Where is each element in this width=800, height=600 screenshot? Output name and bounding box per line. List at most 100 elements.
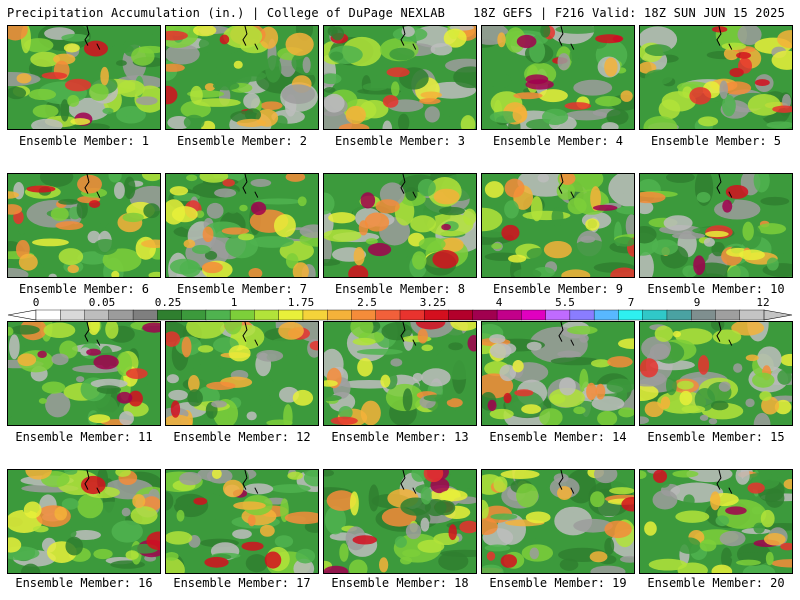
colorbar-left-arrow xyxy=(7,309,37,321)
colorbar-swatch xyxy=(84,309,110,321)
ensemble-map-16[interactable] xyxy=(7,469,161,574)
ensemble-label-18: Ensemble Member: 18 xyxy=(331,576,469,590)
colorbar-swatch xyxy=(60,309,86,321)
coastline xyxy=(84,322,101,346)
ensemble-label-1: Ensemble Member: 1 xyxy=(18,134,150,148)
colorbar-swatch xyxy=(521,309,547,321)
ensemble-label-11: Ensemble Member: 11 xyxy=(15,430,153,444)
ensemble-map-11[interactable] xyxy=(7,321,161,426)
colorbar-swatch xyxy=(545,309,571,321)
colorbar-right-arrow xyxy=(763,309,793,321)
colorbar-tick-label: 2.5 xyxy=(357,296,377,309)
coastline xyxy=(84,26,101,50)
precip-field xyxy=(640,26,792,129)
ensemble-map-6[interactable] xyxy=(7,173,161,278)
colorbar-swatch xyxy=(642,309,668,321)
ensemble-map-13[interactable] xyxy=(323,321,477,426)
precip-field xyxy=(8,174,160,277)
ensemble-map-20[interactable] xyxy=(639,469,793,574)
colorbar-swatch xyxy=(399,309,425,321)
colorbar-tick-label: 7 xyxy=(627,296,635,309)
ensemble-map-17[interactable] xyxy=(165,469,319,574)
precip-field xyxy=(8,322,160,425)
precip-field xyxy=(324,174,476,277)
colorbar-swatch xyxy=(424,309,450,321)
ensemble-map-2[interactable] xyxy=(165,25,319,130)
ensemble-map-18[interactable] xyxy=(323,469,477,574)
precip-field xyxy=(640,322,792,425)
colorbar-swatch xyxy=(715,309,741,321)
precip-field xyxy=(482,470,634,573)
precip-field xyxy=(8,26,160,129)
coastline xyxy=(242,470,259,494)
colorbar-tick-label: 1.75 xyxy=(287,296,315,309)
ensemble-label-14: Ensemble Member: 14 xyxy=(489,430,627,444)
ensemble-map-15[interactable] xyxy=(639,321,793,426)
ensemble-label-10: Ensemble Member: 10 xyxy=(647,282,785,296)
colorbar-swatch xyxy=(593,309,619,321)
coastline xyxy=(242,174,259,198)
ensemble-label-16: Ensemble Member: 16 xyxy=(15,576,153,590)
ensemble-map-12[interactable] xyxy=(165,321,319,426)
colorbar-swatch xyxy=(108,309,134,321)
colorbar-labels: 0 0.05 0.25 1 1.75 2.5 3.25 4 5.5 7 9 12 xyxy=(0,296,800,309)
colorbar-tick-label: 12 xyxy=(756,296,770,309)
coastline xyxy=(84,174,101,198)
precip-field xyxy=(324,322,476,425)
colorbar-swatch xyxy=(254,309,280,321)
ensemble-map-8[interactable] xyxy=(323,173,477,278)
precip-field xyxy=(166,322,318,425)
ensemble-label-5: Ensemble Member: 5 xyxy=(650,134,782,148)
precip-field xyxy=(482,322,634,425)
coastline xyxy=(400,174,417,198)
ensemble-map-4[interactable] xyxy=(481,25,635,130)
colorbar-swatch xyxy=(375,309,401,321)
precip-field xyxy=(166,26,318,129)
colorbar-swatch xyxy=(666,309,692,321)
precip-field xyxy=(640,174,792,277)
ensemble-label-20: Ensemble Member: 20 xyxy=(647,576,785,590)
coastline xyxy=(558,470,575,494)
coastline xyxy=(242,26,259,50)
colorbar-swatch xyxy=(739,309,765,321)
ensemble-label-17: Ensemble Member: 17 xyxy=(173,576,311,590)
coastline xyxy=(716,470,733,494)
coastline xyxy=(716,322,733,346)
precip-field xyxy=(482,26,634,129)
coastline xyxy=(400,322,417,346)
colorbar-swatch xyxy=(496,309,522,321)
ensemble-label-12: Ensemble Member: 12 xyxy=(173,430,311,444)
coastline xyxy=(400,26,417,50)
colorbar-swatch xyxy=(618,309,644,321)
colorbar-swatch xyxy=(278,309,304,321)
colorbar-swatch xyxy=(205,309,231,321)
colorbar-swatch xyxy=(132,309,158,321)
ensemble-label-6: Ensemble Member: 6 xyxy=(18,282,150,296)
ensemble-label-4: Ensemble Member: 4 xyxy=(492,134,624,148)
colorbar-swatch xyxy=(327,309,352,321)
precip-field xyxy=(640,470,792,573)
coastline xyxy=(558,26,575,50)
coastline xyxy=(716,26,733,50)
ensemble-label-7: Ensemble Member: 7 xyxy=(176,282,308,296)
ensemble-map-9[interactable] xyxy=(481,173,635,278)
ensemble-map-1[interactable] xyxy=(7,25,161,130)
ensemble-map-10[interactable] xyxy=(639,173,793,278)
precip-field xyxy=(166,470,318,573)
precip-field xyxy=(166,174,318,277)
ensemble-label-2: Ensemble Member: 2 xyxy=(176,134,308,148)
colorbar-swatch xyxy=(472,309,498,321)
ensemble-label-13: Ensemble Member: 13 xyxy=(331,430,469,444)
ensemble-map-14[interactable] xyxy=(481,321,635,426)
ensemble-map-3[interactable] xyxy=(323,25,477,130)
ensemble-map-5[interactable] xyxy=(639,25,793,130)
ensemble-map-19[interactable] xyxy=(481,469,635,574)
colorbar-swatches xyxy=(7,309,793,321)
ensemble-map-7[interactable] xyxy=(165,173,319,278)
colorbar-tick-label: 5.5 xyxy=(555,296,575,309)
colorbar-swatch xyxy=(302,309,328,321)
colorbar-swatch xyxy=(157,309,183,321)
precip-field xyxy=(8,470,160,573)
coastline xyxy=(558,174,575,198)
colorbar-swatch xyxy=(181,309,207,321)
